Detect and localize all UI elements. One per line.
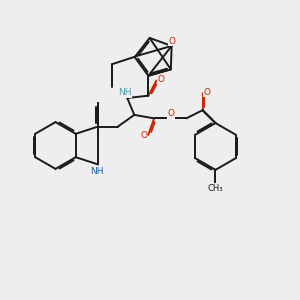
Text: O: O [169, 37, 176, 46]
Text: O: O [158, 75, 165, 84]
Text: O: O [140, 131, 147, 140]
Text: O: O [168, 109, 175, 118]
Text: NH: NH [118, 88, 132, 98]
Text: NH: NH [90, 167, 103, 176]
Text: O: O [204, 88, 211, 97]
Text: CH₃: CH₃ [208, 184, 223, 193]
